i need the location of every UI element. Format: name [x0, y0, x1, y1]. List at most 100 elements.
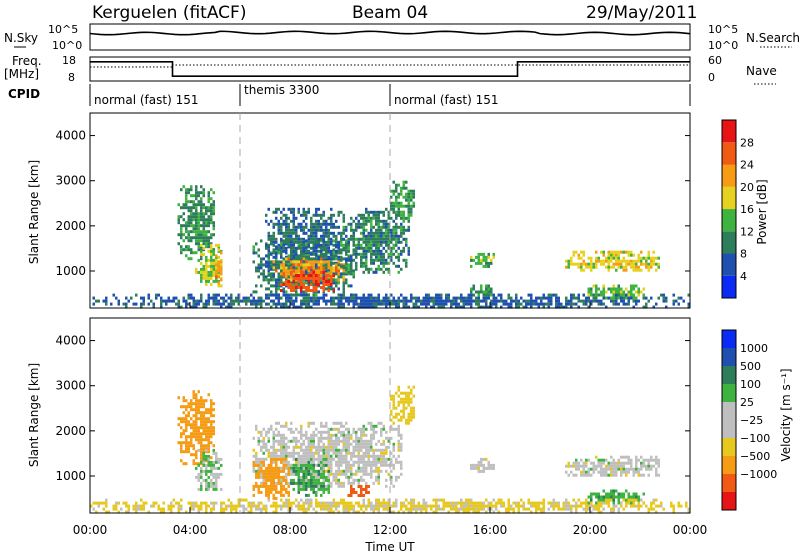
velocity-cell-2 [363, 467, 366, 470]
power-cell-1 [205, 259, 208, 262]
velocity-cell-10 [475, 502, 478, 505]
velocity-cell-10 [468, 499, 471, 502]
velocity-cell-2 [283, 425, 286, 428]
power-cell-0 [198, 191, 201, 194]
velocity-cell-10 [320, 502, 323, 505]
velocity-cell-4 [328, 479, 331, 482]
power-cell-7 [350, 262, 353, 265]
power-cell-1 [215, 244, 218, 247]
velocity-cell-1 [198, 464, 201, 467]
velocity-cell-3 [265, 491, 268, 494]
velocity-cell-0 [178, 423, 181, 426]
power-cell-0 [205, 230, 208, 233]
velocity-cell-4 [320, 488, 323, 491]
power-cell-13 [558, 303, 561, 306]
velocity-cell-2 [363, 455, 366, 458]
power-cell-13 [648, 300, 651, 303]
power-cell-8 [393, 181, 396, 184]
velocity-cell-8 [620, 456, 623, 459]
velocity-cell-5 [353, 491, 356, 494]
power-cell-7 [393, 229, 396, 232]
velocity-cell-10 [258, 508, 261, 511]
velocity-cell-10 [288, 499, 291, 502]
power-cell-13 [405, 297, 408, 300]
velocity-cell-10 [300, 499, 303, 502]
velocity-cell-2 [268, 455, 271, 458]
power-cell-4 [283, 235, 286, 238]
velocity-cell-2 [288, 440, 291, 443]
power-cell-4 [288, 232, 291, 235]
power-cell-11 [593, 263, 596, 266]
velocity-cell-3 [253, 488, 256, 491]
power-cell-0 [193, 200, 196, 203]
power-cell-0 [195, 227, 198, 230]
velocity-cell-0 [180, 426, 183, 429]
velocity-cell-0 [180, 447, 183, 450]
power-cell-12 [620, 288, 623, 291]
power-cell-13 [193, 297, 196, 300]
velocity-cell-2 [355, 440, 358, 443]
velocity-cell-10 [503, 505, 506, 508]
power-cell-13 [623, 300, 626, 303]
velocity-cell-3 [253, 464, 256, 467]
velocity-cell-0 [183, 396, 186, 399]
power-cell-8 [398, 214, 401, 217]
velocity-cell-10 [443, 502, 446, 505]
power-cell-7 [380, 229, 383, 232]
power-cell-13 [148, 294, 151, 297]
velocity-cell-10 [575, 508, 578, 511]
velocity-cell-4 [323, 476, 326, 479]
power-cell-7 [345, 271, 348, 274]
power-cell-4 [280, 253, 283, 256]
power-cell-7 [370, 241, 373, 244]
power-cell-6 [303, 277, 306, 280]
power-cell-11 [648, 266, 651, 269]
velocity-cell-8 [638, 468, 641, 471]
power-cell-0 [198, 230, 201, 233]
power-cell-4 [295, 217, 298, 220]
power-cell-4 [288, 235, 291, 238]
velocity-cell-8 [623, 462, 626, 465]
velocity-cell-2 [318, 440, 321, 443]
velocity-cell-2 [360, 449, 363, 452]
power-cell-11 [633, 260, 636, 263]
noise-right-tick-top: 10^5 [708, 23, 738, 36]
power-cell-7 [353, 253, 356, 256]
velocity-cell-3 [270, 473, 273, 476]
power-cell-11 [613, 257, 616, 260]
velocity-cell-6 [398, 401, 401, 404]
velocity-cell-8 [650, 465, 653, 468]
power-cell-3 [338, 275, 341, 278]
velocity-cell-10 [158, 505, 161, 508]
velocity-cell-4 [295, 473, 298, 476]
velocity-cell-2 [348, 470, 351, 473]
velocity-cell-10 [433, 505, 436, 508]
velocity-cell-4 [328, 488, 331, 491]
power-cell-13 [673, 300, 676, 303]
velocity-cell-6 [410, 398, 413, 401]
velocity-cell-10 [383, 499, 386, 502]
power-cell-11 [573, 254, 576, 257]
velocity-cell-2 [358, 428, 361, 431]
velocity-cell-3 [275, 461, 278, 464]
velocity-cell-0 [195, 432, 198, 435]
velocity-cell-3 [263, 482, 266, 485]
velocity-cell-2 [273, 461, 276, 464]
velocity-cell-2 [273, 437, 276, 440]
velocity-cell-10 [278, 505, 281, 508]
velocity-cell-7 [490, 464, 493, 467]
velocity-cell-2 [283, 437, 286, 440]
power-cell-6 [300, 286, 303, 289]
velocity-cell-1 [213, 452, 216, 455]
power-cell-7 [373, 250, 376, 253]
velocity-cell-8 [578, 465, 581, 468]
velocity-cell-10 [555, 505, 558, 508]
power-cell-4 [315, 226, 318, 229]
velocity-cell-2 [313, 431, 316, 434]
power-cell-0 [205, 209, 208, 212]
power-cell-13 [343, 297, 346, 300]
velocity-cell-10 [368, 502, 371, 505]
power-cell-13 [430, 300, 433, 303]
velocity-cell-3 [288, 467, 291, 470]
power-cell-3 [333, 281, 336, 284]
